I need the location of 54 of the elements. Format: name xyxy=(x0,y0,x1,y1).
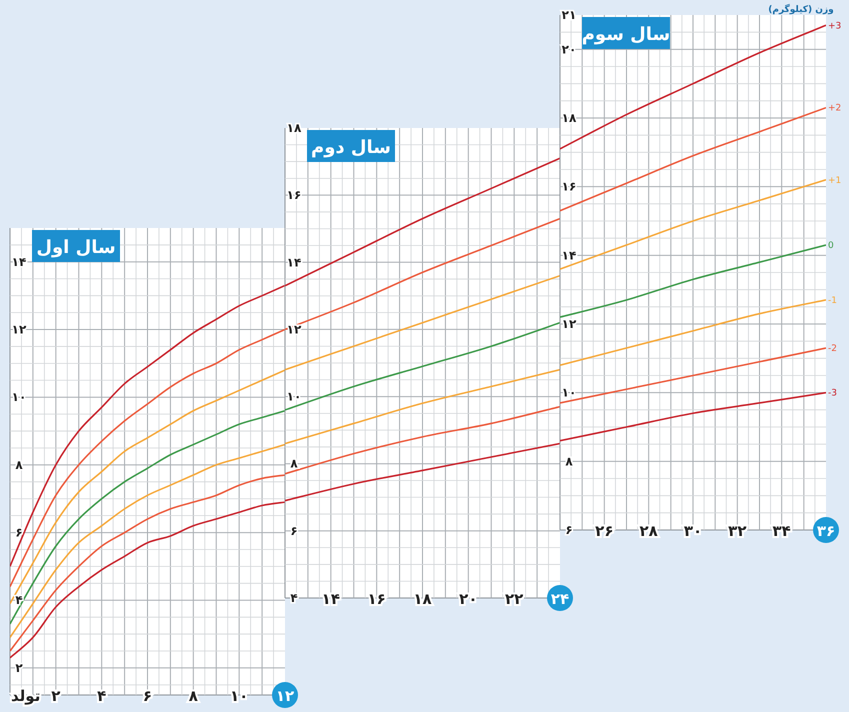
y-tick-label: ۱۸ xyxy=(286,121,302,135)
x-tick-label: ۲۰ xyxy=(459,590,478,608)
y-tick-label: ۸ xyxy=(15,458,24,472)
x-tick-label: ۱۸ xyxy=(413,590,432,608)
series-label: +1 xyxy=(828,176,842,186)
y-tick-label: ۸ xyxy=(290,456,298,471)
series-label: -1 xyxy=(828,296,837,306)
x-tick-label: ۶ xyxy=(142,687,152,705)
y-tick-label: ۲ xyxy=(15,660,24,675)
x-tick-label: ۲۴ xyxy=(550,590,570,608)
x-tick-label: ۲۶ xyxy=(595,522,614,540)
y-tick-label: ۱۸ xyxy=(562,111,577,125)
y-tick-label: ۱۴ xyxy=(286,255,302,270)
y-tick-label: ۱۰ xyxy=(562,386,576,400)
y-tick-label: ۲۱ xyxy=(562,8,576,22)
x-tick-label: ۲۲ xyxy=(505,590,524,608)
y-tick-label: ۲۰ xyxy=(562,42,576,56)
y-tick-label: ۱۴ xyxy=(12,254,26,269)
y-tick-label: ۱۲ xyxy=(286,322,302,336)
line-series xyxy=(560,106,826,212)
series-label: 0 xyxy=(828,241,834,252)
x-tick-label: ۸ xyxy=(188,687,198,705)
x-tick-label: ۳۰ xyxy=(684,522,702,540)
series-label: -2 xyxy=(828,344,837,354)
x-tick-label: ۱۴ xyxy=(322,590,340,608)
text: سال دوم xyxy=(311,137,391,158)
x-tick-label: ۳۶ xyxy=(816,522,836,540)
y-axis-title: وزن (کیلوگرم) xyxy=(768,3,834,15)
y-tick-label: ۸ xyxy=(565,454,574,468)
text: سال سوم xyxy=(582,24,670,45)
series-label: -3 xyxy=(828,388,837,399)
y-tick-label: ۱۴ xyxy=(562,248,576,262)
y-tick-label: ۱۰ xyxy=(12,390,26,404)
x-tick-label: ۳۴ xyxy=(772,522,791,540)
line-series xyxy=(560,24,826,150)
x-tick-label: ۳۲ xyxy=(728,522,746,540)
y-tick-label: ۱۲ xyxy=(562,317,577,331)
x-tick-label: ۱۶ xyxy=(368,590,386,608)
series-label: +3 xyxy=(828,21,842,32)
line-series xyxy=(560,299,826,366)
x-tick-label: تولد xyxy=(11,687,40,705)
y-tick-label: ۱۶ xyxy=(562,180,576,194)
line-series xyxy=(560,347,826,404)
series-label: +2 xyxy=(828,104,842,114)
text: سال اول xyxy=(36,237,116,258)
x-tick-label: ۱۰ xyxy=(230,687,248,705)
x-tick-label: ۲ xyxy=(51,687,60,705)
y-tick-label: ۱۰ xyxy=(286,390,302,404)
y-tick-label: ۱۶ xyxy=(286,188,302,202)
x-tick-label: ۴ xyxy=(97,687,106,705)
y-tick-label: ۱۲ xyxy=(12,322,27,337)
line-series xyxy=(560,179,826,270)
line-series xyxy=(560,244,826,318)
x-tick-label: ۲۸ xyxy=(640,522,658,540)
